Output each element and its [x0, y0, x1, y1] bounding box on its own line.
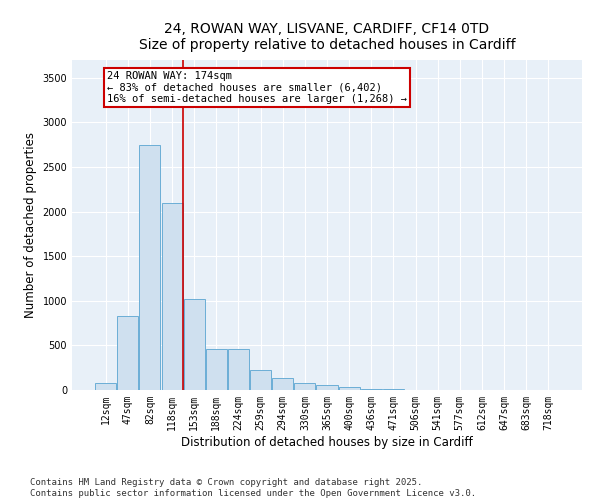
Bar	[139, 144, 160, 390]
Bar	[295, 384, 316, 390]
Bar	[361, 388, 382, 390]
Bar	[250, 370, 271, 390]
Bar	[184, 299, 205, 390]
Bar	[118, 316, 139, 390]
Bar	[272, 378, 293, 390]
X-axis label: Distribution of detached houses by size in Cardiff: Distribution of detached houses by size …	[181, 436, 473, 448]
Bar	[161, 202, 182, 390]
Text: Contains HM Land Registry data © Crown copyright and database right 2025.
Contai: Contains HM Land Registry data © Crown c…	[30, 478, 476, 498]
Text: 24 ROWAN WAY: 174sqm
← 83% of detached houses are smaller (6,402)
16% of semi-de: 24 ROWAN WAY: 174sqm ← 83% of detached h…	[107, 70, 407, 104]
Title: 24, ROWAN WAY, LISVANE, CARDIFF, CF14 0TD
Size of property relative to detached : 24, ROWAN WAY, LISVANE, CARDIFF, CF14 0T…	[139, 22, 515, 52]
Bar	[338, 388, 359, 390]
Bar	[228, 349, 249, 390]
Bar	[95, 384, 116, 390]
Bar	[206, 349, 227, 390]
Bar	[316, 384, 338, 390]
Y-axis label: Number of detached properties: Number of detached properties	[24, 132, 37, 318]
